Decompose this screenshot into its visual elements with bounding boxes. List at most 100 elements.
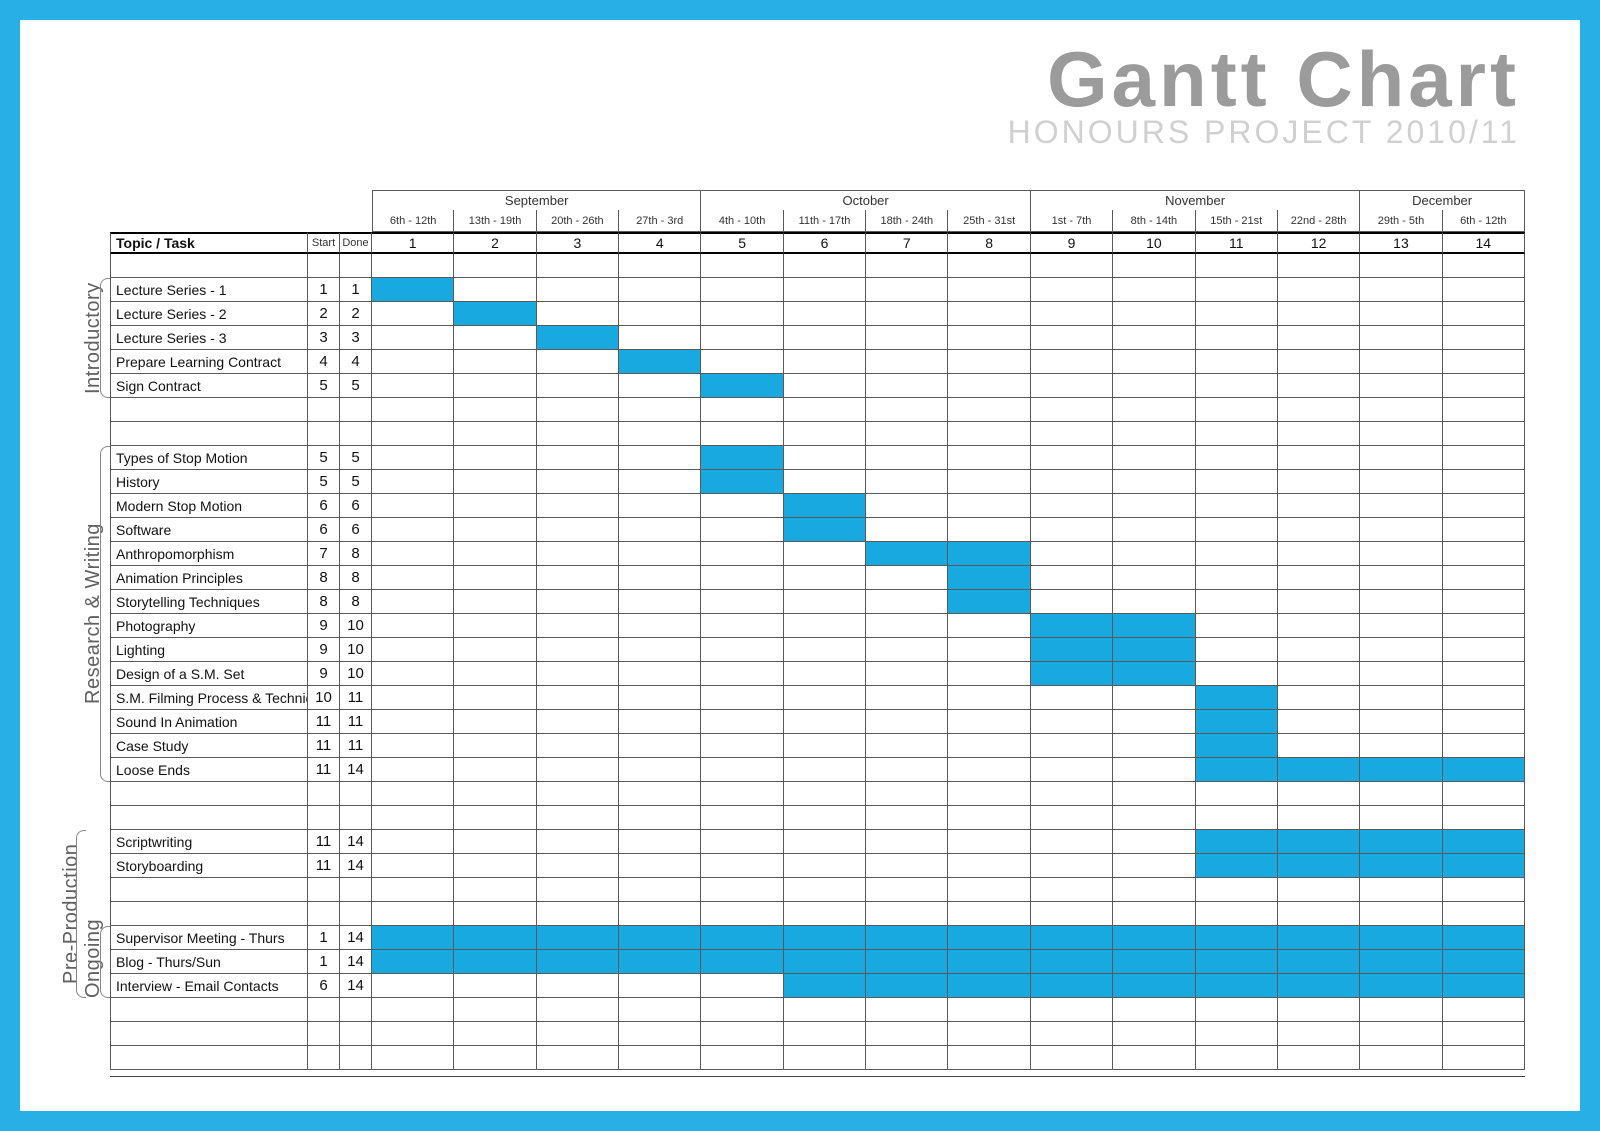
task-done: 5 — [340, 446, 372, 470]
task-label: Storyboarding — [110, 854, 308, 878]
gantt-cell — [1113, 830, 1195, 854]
date-range-header: 22nd - 28th — [1278, 210, 1360, 232]
gantt-cell — [1196, 1046, 1278, 1070]
gantt-cell — [454, 1046, 536, 1070]
gantt-cell — [1196, 542, 1278, 566]
gantt-cell — [784, 278, 866, 302]
col-header-task: Topic / Task — [110, 232, 308, 254]
gantt-cell — [1360, 710, 1442, 734]
gantt-bar — [454, 302, 536, 326]
task-label: Sign Contract — [110, 374, 308, 398]
gantt-cell — [948, 614, 1030, 638]
gantt-cell — [372, 830, 454, 854]
gantt-bar — [1360, 854, 1442, 878]
gantt-cell — [784, 902, 866, 926]
gantt-cell — [1360, 494, 1442, 518]
gantt-cell — [372, 470, 454, 494]
gantt-cell — [866, 638, 948, 662]
gantt-cell — [1278, 806, 1360, 830]
gantt-bar — [372, 278, 454, 302]
task-label: Lecture Series - 1 — [110, 278, 308, 302]
task-start: 11 — [308, 710, 340, 734]
col-header-week: 1 — [372, 232, 454, 254]
gantt-cell — [619, 446, 701, 470]
gantt-cell — [454, 590, 536, 614]
gantt-bar — [948, 566, 1030, 590]
date-range-header: 6th - 12th — [372, 210, 454, 232]
gantt-cell — [784, 470, 866, 494]
gantt-cell — [1031, 446, 1113, 470]
gantt-cell — [948, 374, 1030, 398]
gantt-cell — [372, 902, 454, 926]
task-label: Design of a S.M. Set — [110, 662, 308, 686]
gantt-cell — [372, 638, 454, 662]
gantt-cell — [1278, 902, 1360, 926]
date-range-header: 13th - 19th — [454, 210, 536, 232]
gantt-cell — [1443, 374, 1525, 398]
gantt-cell — [948, 686, 1030, 710]
gantt-bar — [1113, 974, 1195, 998]
task-done: 14 — [340, 926, 372, 950]
gantt-cell — [1113, 878, 1195, 902]
spacer — [308, 782, 340, 806]
gantt-cell — [619, 638, 701, 662]
spacer — [340, 1046, 372, 1070]
gantt-bar — [537, 950, 619, 974]
gantt-cell — [619, 998, 701, 1022]
task-done: 11 — [340, 710, 372, 734]
date-range-header: 20th - 26th — [537, 210, 619, 232]
date-range-header: 11th - 17th — [784, 210, 866, 232]
gantt-cell — [619, 614, 701, 638]
gantt-cell — [1031, 254, 1113, 278]
gantt-cell — [1360, 446, 1442, 470]
gantt-cell — [619, 542, 701, 566]
gantt-cell — [1443, 998, 1525, 1022]
gantt-cell — [1031, 278, 1113, 302]
col-header-week: 13 — [1360, 232, 1442, 254]
gantt-cell — [454, 638, 536, 662]
gantt-bar — [1196, 758, 1278, 782]
gantt-bar — [866, 950, 948, 974]
task-label: Photography — [110, 614, 308, 638]
gantt-cell — [701, 302, 783, 326]
gantt-cell — [619, 662, 701, 686]
gantt-cell — [1196, 566, 1278, 590]
gantt-cell — [1196, 614, 1278, 638]
gantt-cell — [1443, 710, 1525, 734]
gantt-cell — [701, 998, 783, 1022]
gantt-cell — [1113, 854, 1195, 878]
gantt-bar — [1196, 686, 1278, 710]
gantt-cell — [1031, 686, 1113, 710]
gantt-cell — [866, 710, 948, 734]
gantt-bar — [619, 950, 701, 974]
gantt-bar — [701, 374, 783, 398]
gantt-bar — [1360, 974, 1442, 998]
date-range-header: 25th - 31st — [948, 210, 1030, 232]
gantt-bar — [948, 542, 1030, 566]
gantt-cell — [372, 326, 454, 350]
gantt-cell — [866, 806, 948, 830]
task-done: 11 — [340, 734, 372, 758]
month-header: September — [372, 190, 701, 210]
gantt-cell — [1113, 902, 1195, 926]
gantt-cell — [454, 374, 536, 398]
gantt-bar — [1196, 734, 1278, 758]
gantt-bar — [948, 950, 1030, 974]
gantt-cell — [1196, 590, 1278, 614]
task-start: 8 — [308, 590, 340, 614]
gantt-cell — [784, 302, 866, 326]
col-header-week: 3 — [537, 232, 619, 254]
gantt-cell — [537, 830, 619, 854]
gantt-cell — [701, 662, 783, 686]
gantt-cell — [1360, 542, 1442, 566]
gantt-cell — [372, 734, 454, 758]
task-done: 8 — [340, 566, 372, 590]
task-done: 6 — [340, 518, 372, 542]
gantt-cell — [784, 566, 866, 590]
gantt-cell — [619, 422, 701, 446]
month-header: October — [701, 190, 1030, 210]
gantt-cell — [537, 590, 619, 614]
date-range-header: 6th - 12th — [1443, 210, 1525, 232]
gantt-cell — [948, 902, 1030, 926]
date-range-header: 18th - 24th — [866, 210, 948, 232]
